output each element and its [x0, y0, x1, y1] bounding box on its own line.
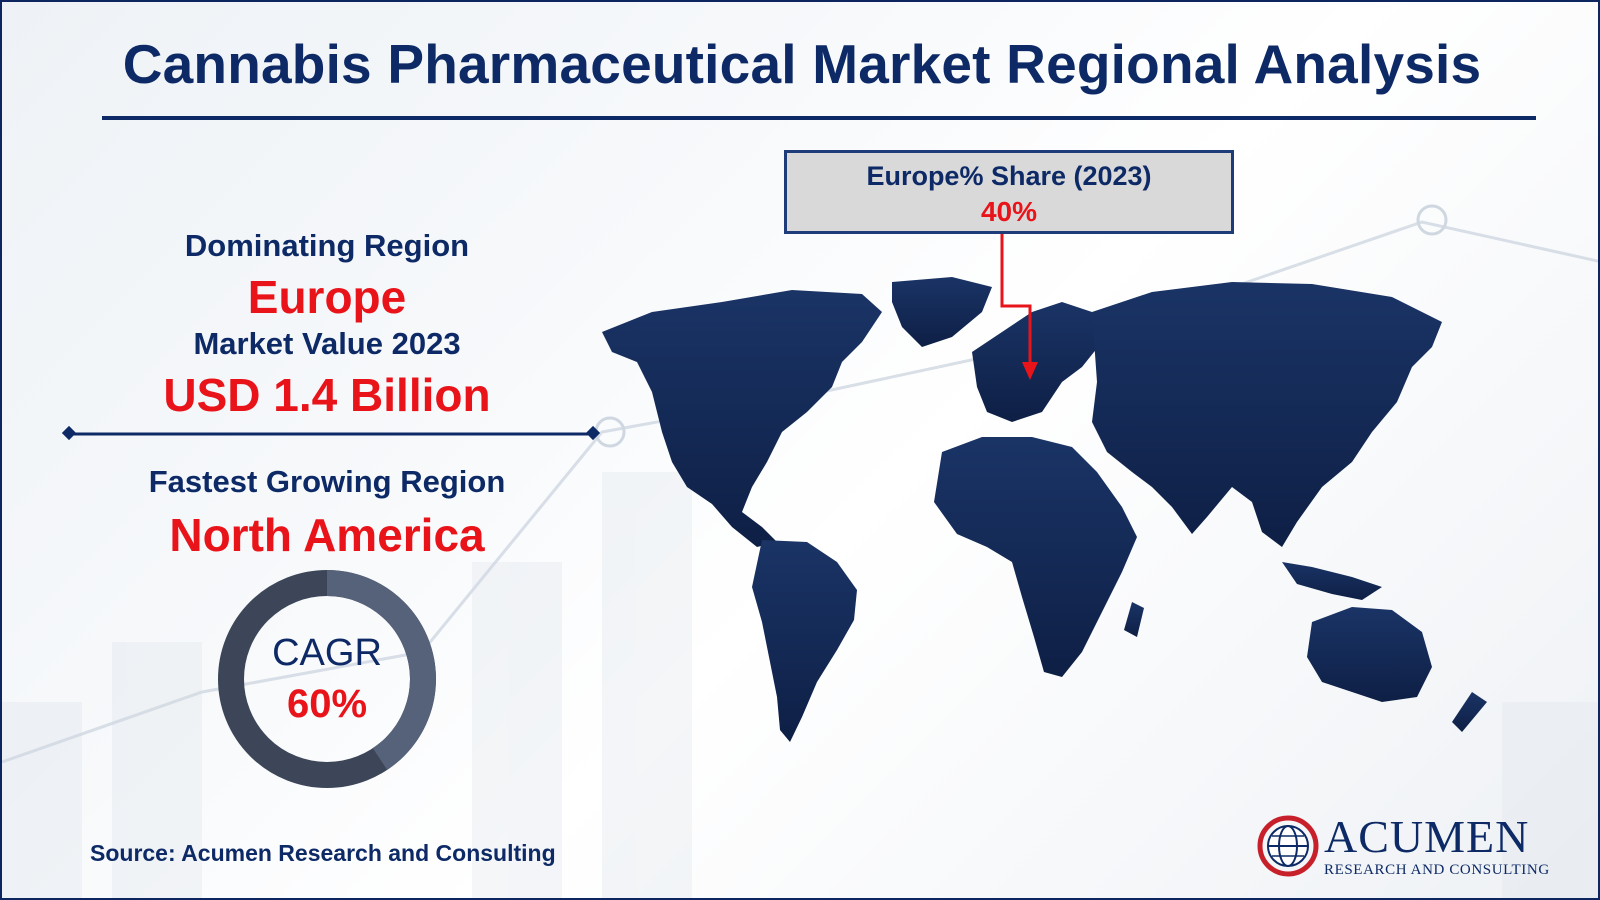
globe-logo-icon	[1257, 815, 1319, 877]
callout-title: Europe% Share (2023)	[866, 161, 1152, 191]
cagr-donut	[218, 570, 436, 788]
cagr-value: 60%	[286, 682, 368, 726]
fastest-growing-value: North America	[169, 509, 485, 561]
cagr-label: CAGR	[272, 632, 382, 674]
world-map-icon	[602, 277, 1487, 742]
market-value-value: USD 1.4 Billion	[163, 369, 491, 421]
dominating-region-value: Europe	[247, 271, 407, 323]
logo-tagline: RESEARCH AND CONSULTING	[1324, 862, 1550, 878]
callout-arrow-icon	[1000, 234, 1038, 380]
market-value-label: Market Value 2023	[193, 326, 461, 361]
logo-wordmark: ACUMEN	[1324, 811, 1530, 862]
source-note: Source: Acumen Research and Consulting	[90, 840, 556, 866]
page-title: Cannabis Pharmaceutical Market Regional …	[122, 33, 1482, 95]
europe-share-callout: Europe% Share (2023) 40%	[784, 150, 1234, 234]
callout-value: 40%	[980, 196, 1038, 227]
fastest-growing-label: Fastest Growing Region	[148, 464, 506, 499]
title-underline	[102, 116, 1536, 120]
dominating-region-label: Dominating Region	[184, 228, 470, 263]
section-divider	[62, 425, 600, 441]
